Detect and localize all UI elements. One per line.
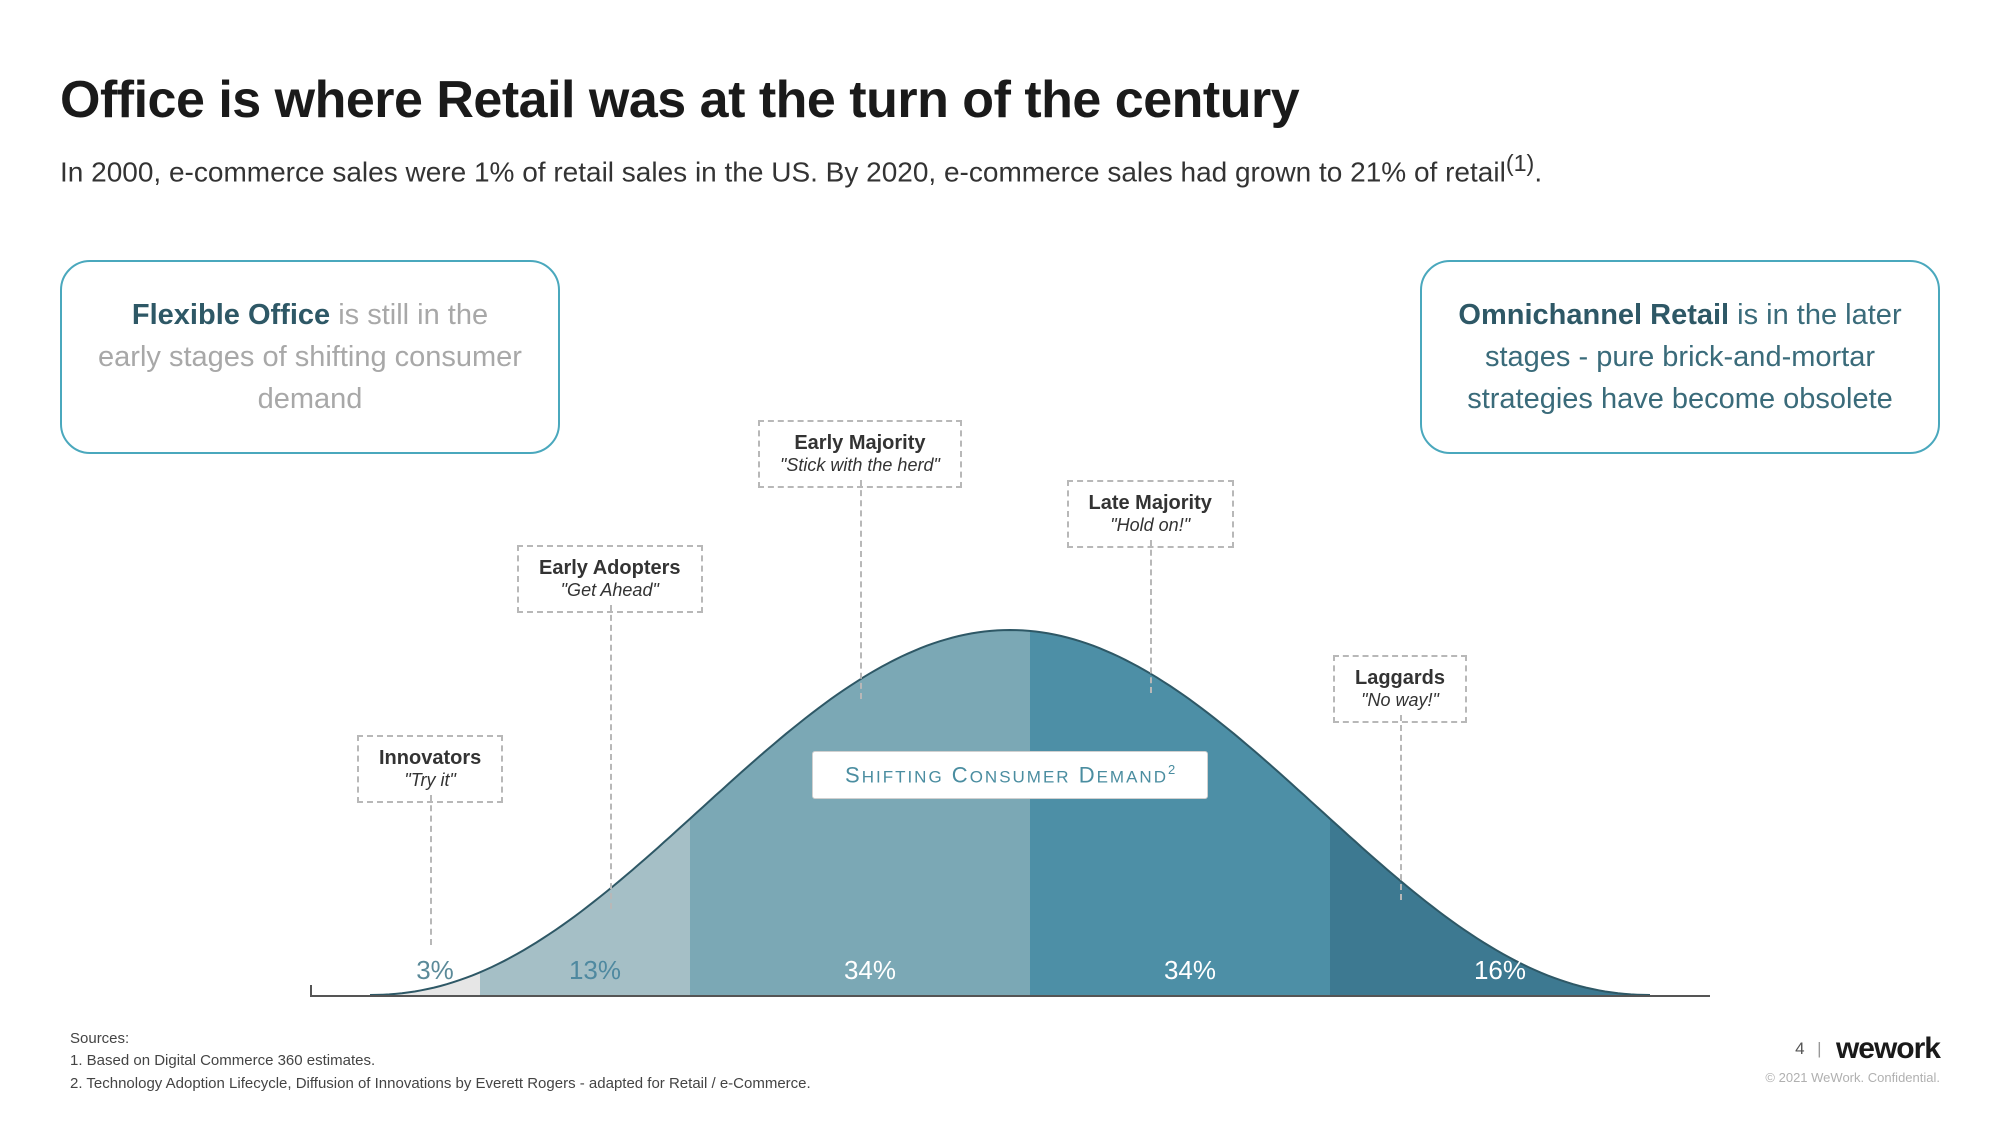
label-quote-innovators: "Try it" bbox=[379, 770, 481, 791]
pct-early-majority: 34% bbox=[830, 955, 910, 986]
label-title-innovators: Innovators bbox=[379, 747, 481, 770]
label-box-early-majority: Early Majority"Stick with the herd" bbox=[758, 420, 962, 488]
pct-late-majority: 34% bbox=[1150, 955, 1230, 986]
label-box-innovators: Innovators"Try it" bbox=[357, 735, 503, 803]
pct-laggards: 16% bbox=[1460, 955, 1540, 986]
leader-early-majority bbox=[860, 480, 862, 699]
sources-heading: Sources: bbox=[70, 1028, 811, 1051]
footer-right: 4 | wework © 2021 WeWork. Confidential. bbox=[1765, 1032, 1940, 1085]
y-axis bbox=[310, 985, 312, 995]
segment-late-majority bbox=[1030, 631, 1330, 995]
adoption-curve-chart: 3% 13% 34% 34% 16% Innovators"Try it" Early Ad… bbox=[370, 380, 1750, 1020]
label-box-laggards: Laggards"No way!" bbox=[1333, 655, 1467, 723]
footer-top-row: 4 | wework bbox=[1765, 1032, 1940, 1066]
page-number: 4 bbox=[1795, 1039, 1804, 1059]
label-quote-late-majority: "Hold on!" bbox=[1089, 515, 1212, 536]
leader-late-majority bbox=[1150, 540, 1152, 693]
sources-line-1: 1. Based on Digital Commerce 360 estimat… bbox=[70, 1050, 811, 1073]
label-title-late-majority: Late Majority bbox=[1089, 492, 1212, 515]
label-title-early-majority: Early Majority bbox=[780, 432, 940, 455]
slide-title: Office is where Retail was at the turn o… bbox=[60, 70, 1299, 130]
leader-laggards bbox=[1400, 715, 1402, 900]
x-axis bbox=[310, 995, 1710, 997]
slide: Office is where Retail was at the turn o… bbox=[0, 0, 2000, 1125]
callout-right-strong: Omnichannel Retail bbox=[1458, 299, 1729, 331]
label-title-laggards: Laggards bbox=[1355, 667, 1445, 690]
pct-early-adopters: 13% bbox=[555, 955, 635, 986]
footer-divider: | bbox=[1817, 1039, 1821, 1059]
confidential-notice: © 2021 WeWork. Confidential. bbox=[1765, 1070, 1940, 1085]
label-title-early-adopters: Early Adopters bbox=[539, 557, 681, 580]
label-box-late-majority: Late Majority"Hold on!" bbox=[1067, 480, 1234, 548]
pct-innovators: 3% bbox=[395, 955, 475, 986]
slide-subtitle: In 2000, e-commerce sales were 1% of ret… bbox=[60, 150, 1542, 188]
leader-innovators bbox=[430, 795, 432, 945]
label-box-early-adopters: Early Adopters"Get Ahead" bbox=[517, 545, 703, 613]
label-quote-laggards: "No way!" bbox=[1355, 690, 1445, 711]
label-quote-early-majority: "Stick with the herd" bbox=[780, 455, 940, 476]
wework-logo: wework bbox=[1836, 1032, 1940, 1066]
sources-block: Sources: 1. Based on Digital Commerce 36… bbox=[70, 1028, 811, 1096]
center-badge: SHIFTING CONSUMER DEMAND2 bbox=[812, 751, 1208, 799]
leader-early-adopters bbox=[610, 605, 612, 909]
label-quote-early-adopters: "Get Ahead" bbox=[539, 580, 681, 601]
callout-left-strong: Flexible Office bbox=[132, 299, 330, 331]
sources-line-2: 2. Technology Adoption Lifecycle, Diffus… bbox=[70, 1073, 811, 1096]
